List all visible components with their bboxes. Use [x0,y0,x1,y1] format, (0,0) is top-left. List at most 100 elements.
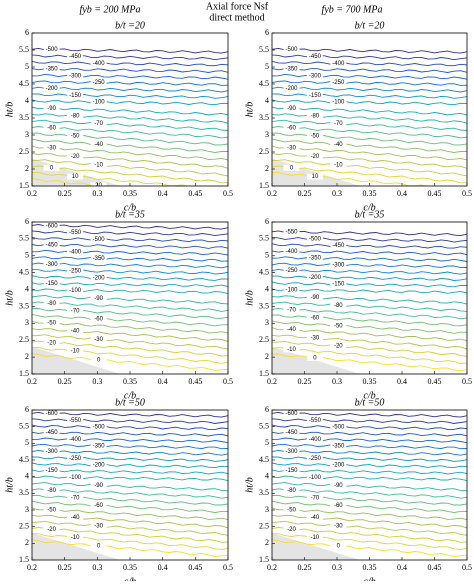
x-tick-label: 0.45 [428,189,442,198]
contour-line [32,269,228,275]
contour-line [272,93,467,99]
label-bg [90,315,107,322]
contour-line [32,47,228,54]
contour-line [272,171,428,186]
x-tick-label: 0.3 [332,563,342,572]
contour-label: -10 [94,162,103,168]
label-bg [43,85,60,92]
contour-line [32,307,228,319]
label-bg [283,286,300,293]
contours: -600-550-500-450-400-350-300-250-200-150… [32,222,228,371]
y-tick-label: 4.5 [19,79,29,88]
label-bg [306,53,323,60]
label-bg [67,436,84,443]
contour-label: -300 [46,449,59,455]
x-tick-label: 0.25 [298,377,312,386]
contour-line [32,249,228,256]
contour-line [32,437,228,444]
label-bg [90,336,107,343]
x-axis-label: c/b [363,202,375,213]
plot-frame [31,221,229,375]
contour-line [32,119,228,131]
contour-line [32,469,228,475]
x-tick-label: 0.2 [27,563,37,572]
y-tick-label: 2 [25,538,29,547]
label-bg [306,153,323,160]
label-bg [283,85,300,92]
contour-line [32,73,228,80]
contour-line [32,475,228,482]
contour-label: -150 [46,281,59,287]
contour-label: -600 [46,223,59,229]
contour-label: -450 [46,430,59,436]
y-tick-label: 1.5 [259,181,269,190]
contour-line [32,313,228,327]
label-bg [43,125,60,132]
contour-label: -200 [46,86,59,92]
contour-line [32,328,228,342]
x-tick-label: 0.4 [397,377,407,386]
contour-label: -60 [47,126,56,132]
y-tick-label: 1.5 [19,181,29,190]
contour-line [32,275,228,281]
contour-label: -90 [311,295,320,301]
contour-line [272,47,467,54]
label-bg [283,144,300,151]
contour-label: -100 [93,100,106,106]
label-bg [67,112,84,119]
x-tick-label: 0.25 [58,377,72,386]
contour-label: -550 [285,230,298,236]
x-tick-label: 0.5 [462,563,472,572]
contour-label: -30 [334,523,343,529]
x-tick-label: 0.2 [267,189,277,198]
label-bg [67,307,84,314]
x-axis-label: c/b [363,390,375,401]
label-bg [330,79,347,86]
contour-line [32,449,228,456]
contour-line [272,527,467,543]
infeasible-region [32,533,121,560]
label-bg [330,141,347,148]
contour-label: -30 [94,337,103,343]
label-bg [90,356,107,363]
label-bg [283,46,300,53]
contour-line [272,443,467,450]
contour-label: -600 [285,411,298,417]
contour-line [32,527,228,543]
contour-line [32,67,228,73]
contour-line [32,138,228,153]
y-tick-label: 2 [265,538,269,547]
y-tick-label: 5 [25,251,29,260]
y-tick-label: 3 [25,130,29,139]
x-tick-label: 0.45 [428,563,442,572]
x-axis-label: c/b [363,576,375,581]
label-bg [330,343,347,350]
label-bg [67,328,84,335]
label-bg [306,494,323,501]
label-bg [67,92,84,99]
contour-line [272,488,467,499]
y-tick-label: 5.5 [259,421,269,430]
contour-line [32,86,228,93]
contour-label: -40 [334,142,343,148]
contour-line [272,424,467,430]
contour-line [32,288,228,295]
contour-label: -10 [71,349,80,355]
contour-label: 0 [50,165,54,171]
contour-label: -40 [71,329,80,335]
y-tick-label: 3 [265,505,269,514]
contour-line [32,482,228,492]
x-tick-label: 0.35 [363,377,377,386]
y-axis-label: ht/b [4,290,15,306]
x-tick-label: 0.3 [92,377,102,386]
contour-label: -20 [287,527,296,533]
contour-line [272,411,467,418]
contour-label: -90 [334,483,343,489]
contour-label: -40 [311,515,320,521]
contour-label: -50 [71,134,80,140]
contour-line [32,281,228,288]
label-bg [67,474,84,481]
label-bg [306,334,323,341]
contour-label: -200 [93,463,106,469]
contour-line [32,500,228,513]
